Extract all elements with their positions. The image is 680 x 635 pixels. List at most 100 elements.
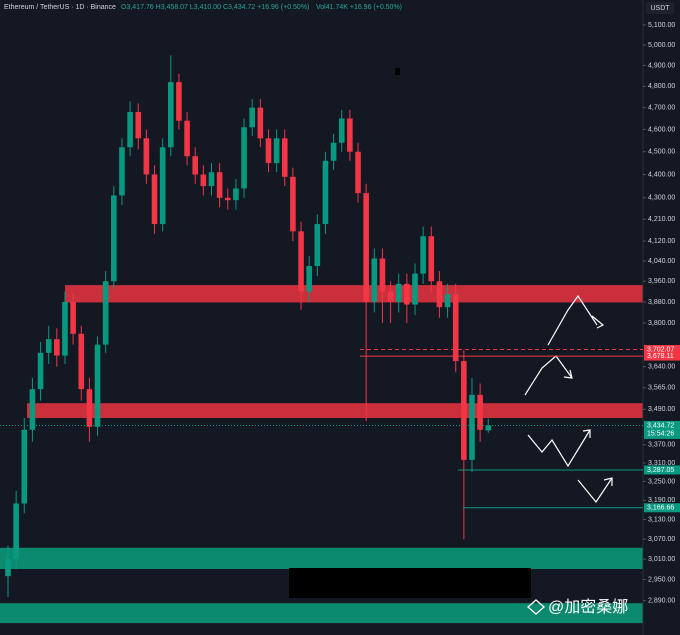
candle-body <box>428 236 435 282</box>
candle-body <box>485 425 492 431</box>
candle-body <box>45 339 52 353</box>
redaction <box>289 568 531 598</box>
zone <box>0 547 643 569</box>
candle-body <box>387 291 394 302</box>
y-tick-label: 4,400.00 <box>648 171 675 178</box>
candle-body <box>21 429 28 504</box>
candle-body <box>102 281 109 345</box>
zone <box>27 403 643 419</box>
y-tick-label: 4,120.00 <box>648 238 675 245</box>
candle-body <box>477 394 483 430</box>
candle-body <box>70 301 76 334</box>
candle-body <box>216 172 223 198</box>
marker <box>395 68 400 75</box>
y-tick-label: 3,250.00 <box>648 478 675 485</box>
candle-body <box>257 107 264 139</box>
candle-body <box>37 352 44 390</box>
candle-body <box>298 231 304 292</box>
candle-body <box>176 82 182 121</box>
candle-body <box>306 266 312 292</box>
candle-body <box>379 258 386 292</box>
candle-body <box>111 195 117 282</box>
candle-body <box>54 339 60 356</box>
y-tick-label: 3,490.00 <box>648 406 675 413</box>
arrow <box>603 477 613 486</box>
candle-body <box>78 333 85 390</box>
y-tick-label: 3,370.00 <box>648 442 675 449</box>
candle-body <box>469 394 475 460</box>
price-tag <box>644 351 680 361</box>
candle-body <box>151 174 158 225</box>
candle-body <box>420 236 426 274</box>
candle-body <box>371 258 378 302</box>
arrow <box>577 477 613 504</box>
symbol: Ethereum / TetherUS · 1D · Binance <box>4 4 116 11</box>
y-tick-label: 5,000.00 <box>648 42 675 49</box>
candle-body <box>347 118 353 152</box>
price-tag-label: 3,287.05 <box>647 467 674 474</box>
candle-body <box>273 138 280 164</box>
candle-body <box>86 389 93 427</box>
candle-body <box>5 559 11 577</box>
y-tick-label: 4,800.00 <box>648 83 675 90</box>
candle-body <box>29 389 36 430</box>
arrow <box>527 429 591 468</box>
candle-body <box>159 147 166 225</box>
price-tag-label: 3,678.11 <box>647 353 674 360</box>
y-tick-label: 4,300.00 <box>648 195 675 202</box>
y-tick-label: 3,190.00 <box>648 497 675 504</box>
candle-body <box>62 301 68 356</box>
volume: Vol41.74K +16.96 (+0.50%) <box>316 4 402 11</box>
candle-body <box>355 151 361 194</box>
candle-body <box>13 503 19 560</box>
y-tick-label: 3,070.00 <box>648 536 675 543</box>
y-tick-label: 3,800.00 <box>648 320 675 327</box>
candle-body <box>290 176 296 232</box>
candle-body <box>135 111 142 139</box>
arrow <box>524 355 573 396</box>
y-tick-label: 4,700.00 <box>648 105 675 112</box>
y-tick-label: 3,010.00 <box>648 556 675 563</box>
y-tick-label: 5,100.00 <box>648 22 675 29</box>
candle-body <box>338 118 345 143</box>
candle-body <box>127 111 133 148</box>
arrows <box>524 294 613 504</box>
y-tick-label: 3,640.00 <box>648 363 675 370</box>
price-tag <box>644 420 680 439</box>
candle-body <box>281 138 288 177</box>
candle-body <box>184 120 190 157</box>
candle-body <box>265 138 272 164</box>
candle-body <box>412 273 418 305</box>
y-tick-label: 4,040.00 <box>648 258 675 265</box>
candle-body <box>314 224 321 267</box>
zone <box>0 603 643 624</box>
y-tick-label: 4,210.00 <box>648 216 675 223</box>
price-tag <box>644 345 680 355</box>
candle-body <box>94 344 101 427</box>
currency-box <box>646 2 674 14</box>
y-tick-label: 3,960.00 <box>648 278 675 285</box>
price-tag-label: 3,166.66 <box>647 505 674 512</box>
price-tag <box>644 465 680 475</box>
candle-body <box>168 82 174 148</box>
price-tag-label: 3,702.07 <box>647 346 674 353</box>
watermark-logo <box>527 599 545 615</box>
y-tick-label: 3,130.00 <box>648 516 675 523</box>
price-tag <box>644 503 680 513</box>
y-tick-label: 3,565.00 <box>648 385 675 392</box>
arrow <box>563 369 573 379</box>
candle-body <box>192 156 199 175</box>
candle-body <box>119 147 125 196</box>
watermark: @加密桑娜 <box>548 598 628 616</box>
candle-body <box>233 188 239 201</box>
candle-body <box>322 160 329 225</box>
candle-body <box>224 197 231 201</box>
candle-body <box>404 283 410 305</box>
candle-body <box>200 174 207 187</box>
price-tag-label: 3,434.72 <box>647 422 674 429</box>
candle-body <box>461 361 467 460</box>
candle-body <box>444 294 451 308</box>
candle-body <box>436 281 443 308</box>
